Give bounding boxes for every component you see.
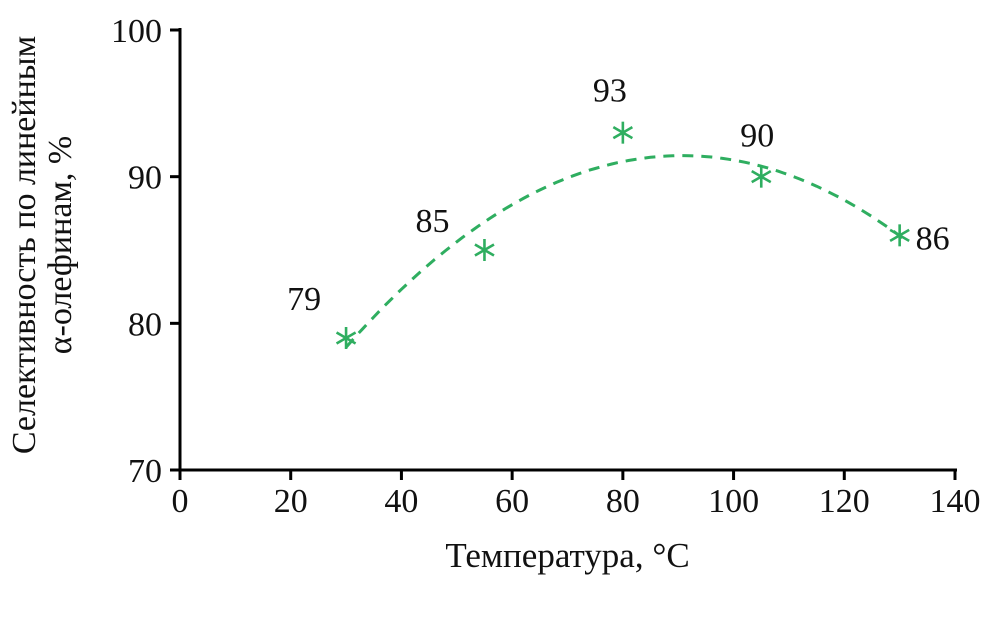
- x-axis-title: Температура, °C: [445, 536, 690, 575]
- data-point-label: 79: [287, 281, 321, 318]
- trend-line: [344, 154, 907, 349]
- x-axis-tick-label: 0: [172, 483, 189, 520]
- data-point-label: 85: [415, 203, 449, 240]
- y-axis-tick-label: 100: [111, 13, 162, 50]
- y-axis-tick-label: 80: [128, 306, 162, 343]
- x-axis-tick-label: 40: [384, 483, 418, 520]
- x-axis-tick-label: 140: [930, 483, 981, 520]
- data-point-label: 90: [740, 118, 774, 155]
- y-axis-tick-label: 90: [128, 160, 162, 197]
- data-point-marker: [474, 243, 495, 257]
- y-axis-title-line2: α-олефинам, %: [42, 135, 79, 355]
- data-point-marker: [889, 228, 910, 242]
- data-point-marker: [751, 170, 772, 184]
- x-axis-tick-label: 80: [606, 483, 640, 520]
- x-axis-tick-label: 20: [274, 483, 308, 520]
- data-point-label: 86: [916, 220, 950, 257]
- data-point-marker: [335, 331, 357, 345]
- x-axis-tick-label: 100: [708, 483, 759, 520]
- data-point-marker: [612, 126, 634, 140]
- y-axis-title-line1: Селективность по линейным: [6, 35, 43, 455]
- x-axis-tick-label: 60: [495, 483, 529, 520]
- data-point-label: 93: [593, 73, 627, 110]
- y-axis-tick-label: 70: [128, 453, 162, 490]
- x-axis-tick-label: 120: [819, 483, 870, 520]
